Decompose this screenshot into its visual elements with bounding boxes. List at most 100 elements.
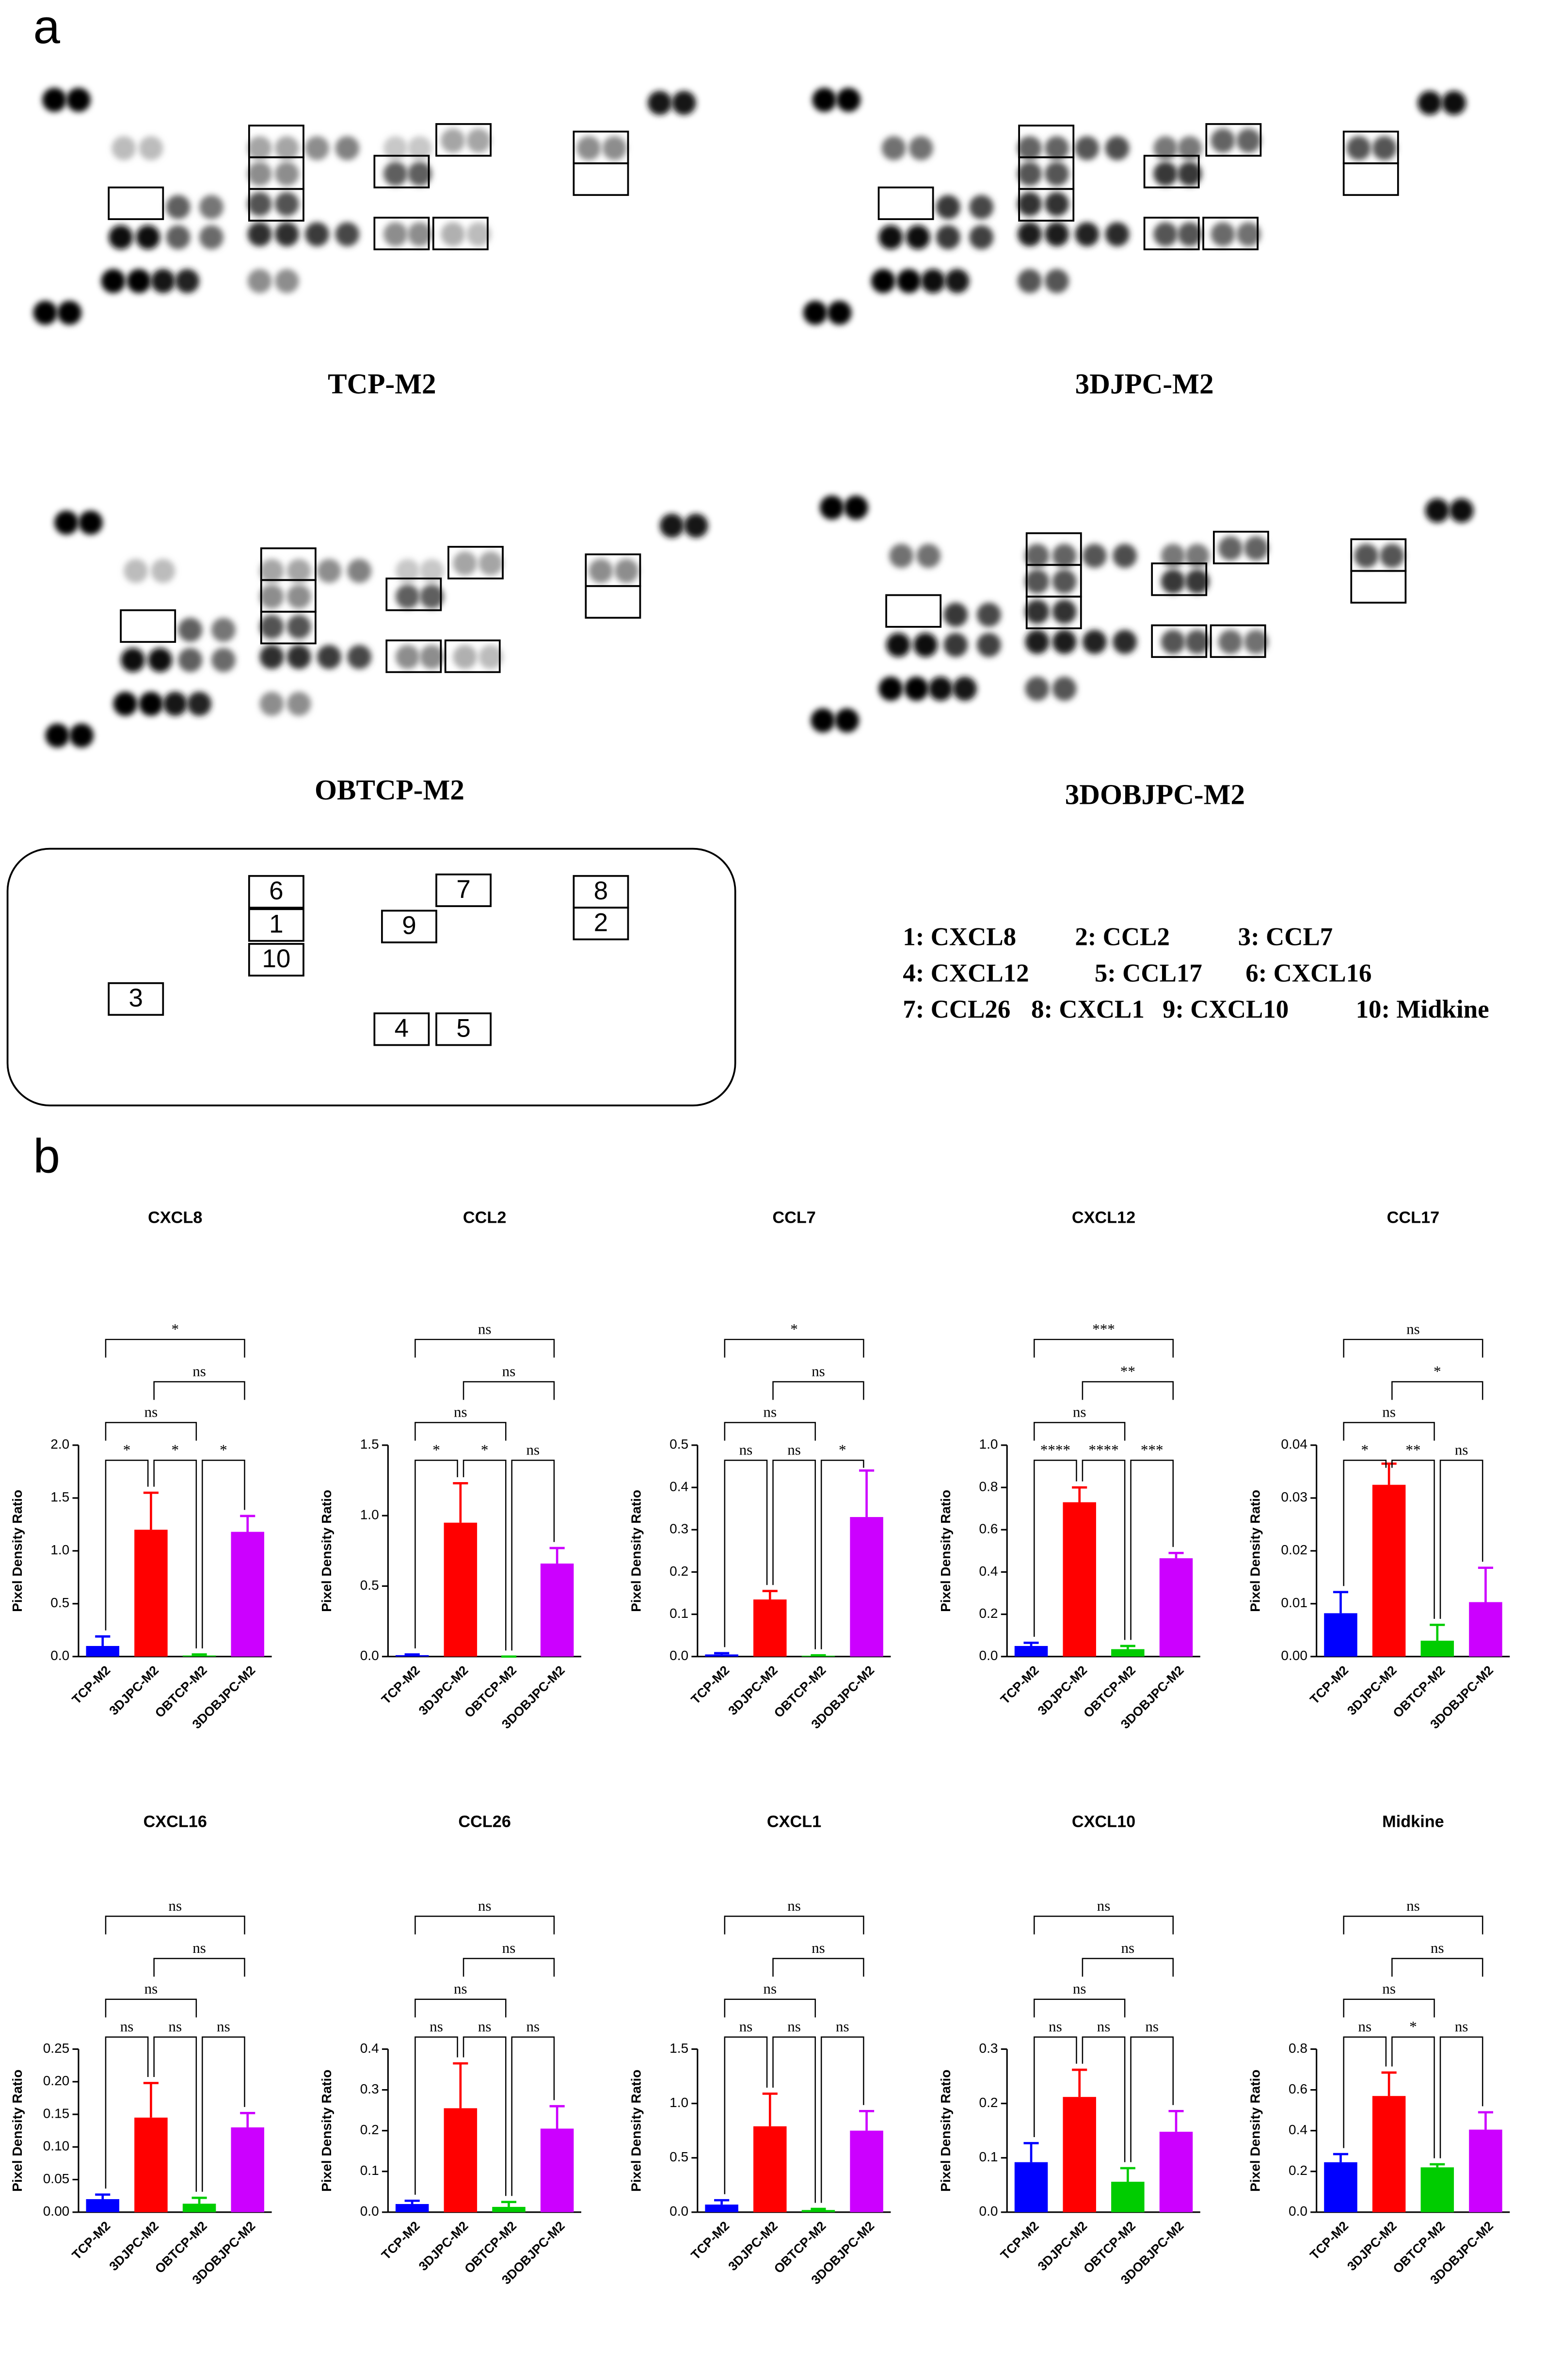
significance-label: ns [502, 1939, 516, 1956]
significance-label: ns [739, 1441, 753, 1458]
significance-label: ns [812, 1362, 825, 1379]
significance-bracket [414, 1339, 555, 1358]
blot-box [248, 188, 304, 222]
blot-dot [1018, 192, 1042, 216]
blot-dot [259, 691, 284, 716]
bar [134, 2117, 168, 2212]
significance-bracket [772, 1459, 816, 1649]
error-bar [1430, 2163, 1445, 2168]
significance-label: ns [1406, 1897, 1420, 1914]
bar [1372, 2096, 1406, 2212]
chart-title: CCL2 [463, 1209, 506, 1227]
bar [1014, 2162, 1048, 2212]
blot-dot [1354, 543, 1379, 568]
bar [705, 1654, 738, 1657]
blot-box [1151, 562, 1208, 596]
blot-dot [684, 513, 708, 538]
significance-label: ** [1120, 1362, 1135, 1379]
significance-label: ns [120, 2018, 134, 2035]
key-entry: 7: CCL26 [903, 995, 1010, 1023]
significance-label: ns [1145, 2018, 1159, 2035]
error-bar [1333, 2153, 1349, 2162]
blot-dot [913, 633, 938, 657]
blot-dot [878, 676, 903, 701]
significance-bracket [772, 1381, 864, 1400]
significance-bracket [724, 1339, 864, 1358]
blot-dot [1185, 543, 1210, 568]
blot-dot [247, 136, 272, 160]
blot-dot [148, 648, 173, 672]
chart-title: Midkine [1382, 1812, 1444, 1831]
y-tick-label: 0.0 [979, 2204, 998, 2219]
y-tick-label: 0.00 [1281, 1648, 1307, 1663]
significance-bracket [1130, 1459, 1174, 1640]
significance-label: * [171, 1441, 179, 1458]
blot [33, 88, 696, 325]
bar [395, 2204, 429, 2212]
blot-box [585, 585, 641, 619]
blot-dot [466, 222, 491, 247]
blot-dot [936, 195, 960, 220]
error-bar [501, 2201, 517, 2207]
error-bar [1478, 2111, 1494, 2130]
significance-bracket [202, 2036, 245, 2192]
blot-dot [453, 551, 478, 575]
key-entry: 5: CCL17 [1095, 959, 1202, 987]
blot-dot [247, 192, 272, 216]
blot-dot [1236, 128, 1261, 153]
significance-label: ns [217, 2018, 230, 2035]
significance-bracket [153, 1958, 245, 1977]
blot-box [444, 639, 501, 673]
blot-dot [1045, 192, 1069, 216]
error-bar [1430, 1624, 1445, 1641]
chart-title: CCL26 [458, 1812, 510, 1831]
significance-label: ns [478, 1897, 492, 1914]
significance-bracket [1343, 1422, 1435, 1441]
y-axis-label: Pixel Density Ratio [629, 2070, 644, 2192]
y-tick-label: 0.0 [360, 2204, 379, 2219]
blot-dot [33, 301, 58, 325]
blot-dot [969, 195, 994, 220]
blot-dot [659, 513, 684, 538]
blot-dot [187, 691, 211, 716]
blot-dot [211, 618, 236, 642]
significance-label: * [220, 1441, 227, 1458]
blot-dot [1052, 599, 1077, 624]
blot-box [1205, 123, 1262, 157]
blot-dot [383, 222, 408, 247]
significance-label: ns [812, 1939, 825, 1956]
significance-label: * [171, 1320, 179, 1337]
significance-label: ns [1358, 2018, 1371, 2035]
significance-bracket [1034, 1998, 1126, 2018]
blot-dot [928, 676, 953, 701]
blot-dot [1178, 161, 1202, 186]
error-bar [714, 2199, 730, 2205]
blot-dot [1082, 630, 1107, 654]
blot-box [573, 162, 629, 196]
blot-dot [969, 225, 994, 250]
blot-caption: OBTCP-M2 [315, 774, 464, 806]
y-tick-label: 1.5 [50, 1489, 69, 1504]
significance-bracket [511, 1459, 555, 1651]
significance-bracket [820, 1459, 864, 1649]
key-number: 3 [129, 984, 143, 1012]
error-bar [143, 2082, 159, 2118]
bar [182, 2204, 216, 2212]
y-tick-label: 0.4 [1289, 2122, 1307, 2137]
y-tick-label: 0.2 [360, 2122, 379, 2137]
error-bar [1333, 1591, 1349, 1613]
bar [1324, 2162, 1357, 2212]
y-axis-label: Pixel Density Ratio [319, 2070, 334, 2192]
y-tick-label: 0.2 [669, 1564, 688, 1579]
blot-dot [976, 633, 1001, 657]
significance-label: ns [454, 1980, 467, 1997]
bar [1159, 2131, 1193, 2212]
blot-dot [896, 269, 921, 293]
y-tick-label: 0.6 [1289, 2081, 1307, 2096]
blot-dot [335, 222, 360, 247]
blot-dot [1218, 536, 1243, 560]
error-bar [1381, 1462, 1397, 1485]
key-entry: 4: CXCL12 [903, 959, 1029, 987]
blot-dot [1153, 222, 1178, 247]
